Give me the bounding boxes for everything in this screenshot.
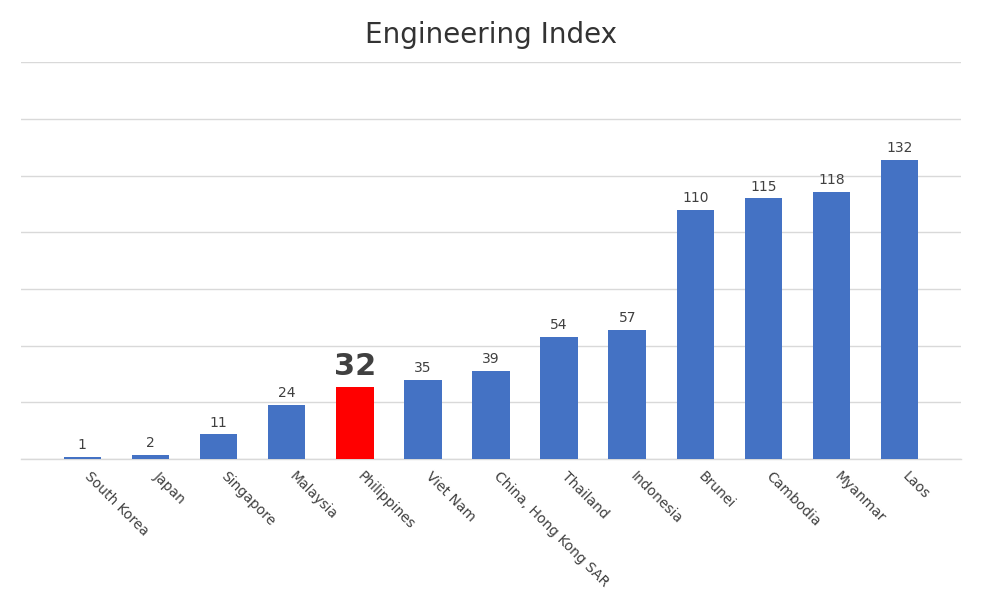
- Bar: [268, 404, 305, 459]
- Bar: [677, 210, 714, 459]
- Text: 35: 35: [414, 361, 432, 375]
- Text: 2: 2: [146, 436, 155, 450]
- Text: 11: 11: [210, 415, 228, 429]
- Text: 110: 110: [682, 191, 709, 205]
- Bar: [336, 387, 373, 459]
- Text: 54: 54: [550, 318, 568, 332]
- Text: 39: 39: [482, 352, 500, 366]
- Title: Engineering Index: Engineering Index: [365, 21, 617, 49]
- Bar: [405, 379, 442, 459]
- Bar: [813, 192, 850, 459]
- Text: 1: 1: [78, 438, 86, 452]
- Text: 32: 32: [334, 352, 376, 381]
- Bar: [744, 198, 783, 459]
- Text: 115: 115: [750, 180, 777, 194]
- Bar: [132, 454, 169, 459]
- Text: 57: 57: [619, 311, 636, 325]
- Bar: [64, 457, 101, 459]
- Text: 24: 24: [278, 386, 296, 400]
- Text: 118: 118: [818, 173, 845, 187]
- Bar: [609, 330, 646, 459]
- Bar: [199, 434, 238, 459]
- Bar: [881, 160, 918, 459]
- Bar: [472, 371, 510, 459]
- Bar: [540, 337, 577, 459]
- Text: 132: 132: [887, 142, 913, 155]
